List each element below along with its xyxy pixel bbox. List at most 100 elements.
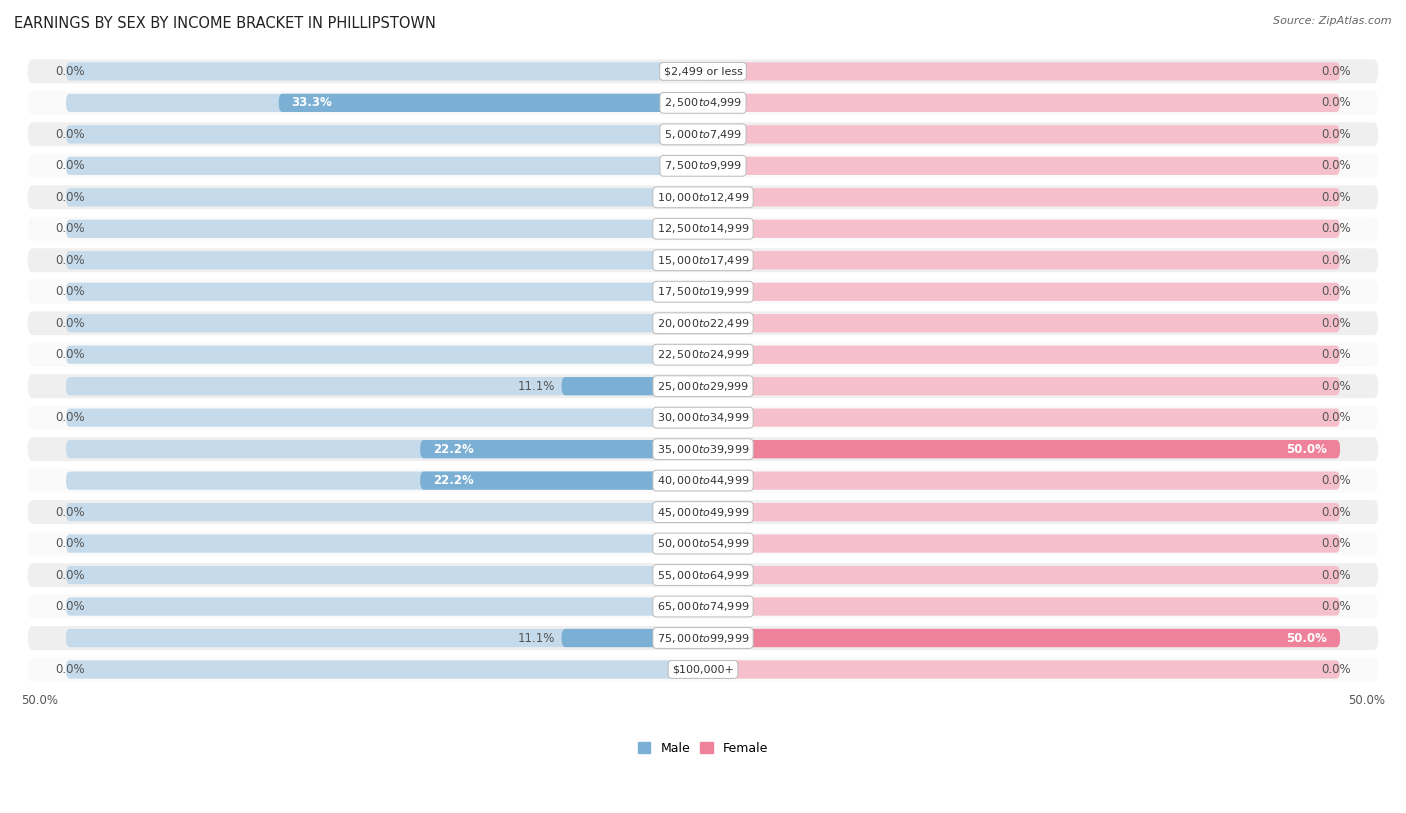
FancyBboxPatch shape [66,660,703,679]
FancyBboxPatch shape [66,598,703,615]
FancyBboxPatch shape [28,59,1378,84]
FancyBboxPatch shape [703,534,1340,553]
FancyBboxPatch shape [703,63,1340,80]
Text: 0.0%: 0.0% [1320,159,1351,172]
Text: 0.0%: 0.0% [55,222,86,235]
FancyBboxPatch shape [66,93,703,112]
FancyBboxPatch shape [66,534,703,553]
FancyBboxPatch shape [28,123,1378,146]
FancyBboxPatch shape [28,500,1378,524]
Text: 0.0%: 0.0% [1320,128,1351,141]
FancyBboxPatch shape [703,93,1340,112]
FancyBboxPatch shape [561,377,703,395]
FancyBboxPatch shape [703,283,1340,301]
Text: 0.0%: 0.0% [55,285,86,298]
FancyBboxPatch shape [28,532,1378,555]
Text: 0.0%: 0.0% [55,128,86,141]
Text: $2,500 to $4,999: $2,500 to $4,999 [664,97,742,110]
Text: 0.0%: 0.0% [1320,506,1351,519]
FancyBboxPatch shape [66,503,703,521]
Text: $12,500 to $14,999: $12,500 to $14,999 [657,222,749,235]
Text: 0.0%: 0.0% [55,254,86,267]
Text: 50.0%: 50.0% [21,694,59,707]
FancyBboxPatch shape [703,440,1340,459]
Text: 0.0%: 0.0% [1320,317,1351,330]
FancyBboxPatch shape [420,440,703,459]
Text: 0.0%: 0.0% [55,537,86,550]
FancyBboxPatch shape [28,563,1378,587]
Text: $100,000+: $100,000+ [672,664,734,675]
Text: $40,000 to $44,999: $40,000 to $44,999 [657,474,749,487]
Text: $15,000 to $17,499: $15,000 to $17,499 [657,254,749,267]
Text: $20,000 to $22,499: $20,000 to $22,499 [657,317,749,330]
Text: $10,000 to $12,499: $10,000 to $12,499 [657,191,749,204]
Legend: Male, Female: Male, Female [633,737,773,759]
FancyBboxPatch shape [28,343,1378,367]
Text: $55,000 to $64,999: $55,000 to $64,999 [657,568,749,581]
Text: 0.0%: 0.0% [55,348,86,361]
FancyBboxPatch shape [28,626,1378,650]
Text: $50,000 to $54,999: $50,000 to $54,999 [657,537,749,550]
FancyBboxPatch shape [703,251,1340,269]
Text: 11.1%: 11.1% [517,632,555,645]
Text: 0.0%: 0.0% [55,191,86,204]
Text: Source: ZipAtlas.com: Source: ZipAtlas.com [1274,16,1392,26]
FancyBboxPatch shape [561,629,703,647]
FancyBboxPatch shape [66,440,703,459]
Text: 0.0%: 0.0% [1320,537,1351,550]
Text: $7,500 to $9,999: $7,500 to $9,999 [664,159,742,172]
FancyBboxPatch shape [28,437,1378,461]
FancyBboxPatch shape [66,346,703,364]
FancyBboxPatch shape [703,346,1340,364]
FancyBboxPatch shape [66,408,703,427]
FancyBboxPatch shape [66,377,703,395]
FancyBboxPatch shape [28,154,1378,178]
Text: $45,000 to $49,999: $45,000 to $49,999 [657,506,749,519]
Text: 0.0%: 0.0% [1320,191,1351,204]
Text: 0.0%: 0.0% [55,317,86,330]
FancyBboxPatch shape [66,251,703,269]
Text: $65,000 to $74,999: $65,000 to $74,999 [657,600,749,613]
Text: 0.0%: 0.0% [55,506,86,519]
Text: EARNINGS BY SEX BY INCOME BRACKET IN PHILLIPSTOWN: EARNINGS BY SEX BY INCOME BRACKET IN PHI… [14,16,436,31]
Text: 50.0%: 50.0% [1286,632,1327,645]
Text: 0.0%: 0.0% [1320,97,1351,110]
FancyBboxPatch shape [703,220,1340,238]
FancyBboxPatch shape [66,314,703,333]
FancyBboxPatch shape [703,598,1340,615]
Text: 0.0%: 0.0% [1320,65,1351,78]
Text: 0.0%: 0.0% [1320,663,1351,676]
Text: 0.0%: 0.0% [1320,411,1351,424]
Text: 11.1%: 11.1% [517,380,555,393]
FancyBboxPatch shape [66,220,703,238]
FancyBboxPatch shape [66,125,703,143]
FancyBboxPatch shape [703,472,1340,489]
FancyBboxPatch shape [28,280,1378,304]
Text: 0.0%: 0.0% [1320,285,1351,298]
FancyBboxPatch shape [28,406,1378,429]
FancyBboxPatch shape [703,503,1340,521]
FancyBboxPatch shape [703,566,1340,585]
Text: $17,500 to $19,999: $17,500 to $19,999 [657,285,749,298]
FancyBboxPatch shape [66,63,703,80]
FancyBboxPatch shape [66,283,703,301]
FancyBboxPatch shape [66,629,703,647]
FancyBboxPatch shape [28,658,1378,681]
Text: 0.0%: 0.0% [55,411,86,424]
Text: 0.0%: 0.0% [55,663,86,676]
Text: 50.0%: 50.0% [1347,694,1385,707]
FancyBboxPatch shape [278,93,703,112]
FancyBboxPatch shape [28,217,1378,241]
FancyBboxPatch shape [28,374,1378,398]
Text: 0.0%: 0.0% [1320,222,1351,235]
Text: $30,000 to $34,999: $30,000 to $34,999 [657,411,749,424]
FancyBboxPatch shape [703,188,1340,207]
FancyBboxPatch shape [703,440,1340,459]
Text: 50.0%: 50.0% [1286,442,1327,455]
Text: 0.0%: 0.0% [1320,380,1351,393]
Text: $25,000 to $29,999: $25,000 to $29,999 [657,380,749,393]
FancyBboxPatch shape [66,472,703,489]
Text: $75,000 to $99,999: $75,000 to $99,999 [657,632,749,645]
FancyBboxPatch shape [703,660,1340,679]
FancyBboxPatch shape [703,629,1340,647]
